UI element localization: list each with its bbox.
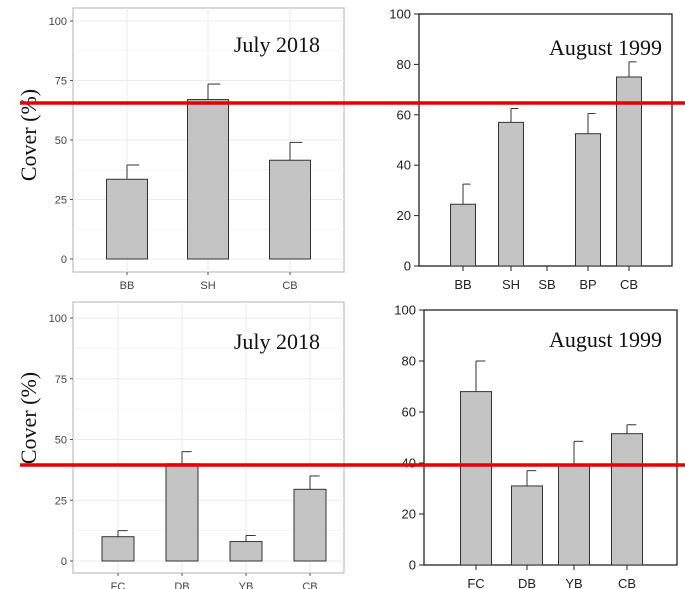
y-tick-label: 100 (394, 303, 416, 318)
bar-SH (498, 121, 524, 267)
x-tick-label-CB: CB (620, 277, 638, 292)
bar-BB (450, 203, 476, 267)
x-tick-label-SH: SH (200, 280, 215, 292)
y-tick-label: 25 (55, 195, 67, 207)
x-tick-label-YB: YB (565, 576, 582, 589)
bar-DB (165, 463, 199, 562)
bar-BB (106, 178, 148, 260)
y-tick-label: 0 (61, 254, 67, 266)
y-tick-label: 0 (409, 558, 416, 573)
chart-panel-2: 0 20 40 60 80 100 BB SH SB BP CB August 1999 (389, 7, 673, 292)
bar-CB (269, 159, 311, 260)
panel-title: August 1999 (549, 327, 662, 352)
x-tick-label-SH: SH (502, 277, 520, 292)
y-tick-label: 40 (397, 158, 411, 173)
bar-FC (460, 391, 492, 566)
bar-DB (511, 485, 543, 566)
y-axis-label-bottom: Cover (%) (16, 372, 41, 464)
panel-title: July 2018 (234, 32, 320, 57)
x-tick-label-DB: DB (518, 576, 536, 589)
y-tick-label: 100 (389, 7, 411, 22)
y-tick-label: 0 (61, 556, 67, 568)
y-tick-label: 50 (55, 435, 67, 447)
x-tick-label-DB: DB (174, 581, 189, 589)
y-tick-label: 60 (402, 405, 416, 420)
y-tick-label: 100 (49, 16, 67, 28)
y-tick-label: 80 (402, 354, 416, 369)
y-tick-label: 25 (55, 495, 67, 507)
y-tick-label: 80 (397, 57, 411, 72)
y-tick-label: 75 (55, 76, 67, 88)
x-tick-label-SB: SB (538, 277, 555, 292)
y-tick-label: 20 (402, 507, 416, 522)
y-tick-label: 75 (55, 374, 67, 386)
y-tick-label: 0 (404, 259, 411, 274)
x-tick-label-BP: BP (579, 277, 596, 292)
chart-panel-4: 0 20 40 60 80 100 FC DB YB CB August 1999 (394, 303, 678, 589)
x-tick-label-CB: CB (302, 581, 317, 589)
plot-frame (423, 309, 678, 566)
y-tick-label: 40 (402, 456, 416, 471)
bar-YB (229, 541, 263, 562)
x-tick-label-FC: FC (467, 576, 484, 589)
x-tick-label-FC: FC (111, 581, 126, 589)
x-tick-label-BB: BB (120, 280, 135, 292)
plot-frame (72, 301, 345, 574)
chart-panel-3: 0 25 50 75 100 FC DB YB CB July 2018 (49, 301, 345, 589)
y-tick-label: 60 (397, 107, 411, 122)
y-tick-label: 100 (49, 313, 67, 325)
bar-FC (101, 536, 135, 562)
plot-frame (418, 13, 673, 267)
panel-title: July 2018 (234, 329, 320, 354)
panel-title: August 1999 (549, 35, 662, 60)
x-tick-label-CB: CB (282, 280, 297, 292)
x-tick-label-CB: CB (618, 576, 636, 589)
y-tick-label: 20 (397, 208, 411, 223)
bar-YB (558, 463, 590, 566)
bar-BP (575, 133, 601, 267)
x-tick-label-YB: YB (239, 581, 254, 589)
bar-SH (187, 99, 229, 260)
bar-CB (293, 488, 327, 562)
y-tick-label: 50 (55, 135, 67, 147)
x-tick-label-BB: BB (454, 277, 471, 292)
bar-CB (611, 433, 643, 566)
chart-panel-1: 0 25 50 75 100 BB SH CB July 2018 (49, 7, 345, 292)
bar-CB (616, 76, 642, 267)
